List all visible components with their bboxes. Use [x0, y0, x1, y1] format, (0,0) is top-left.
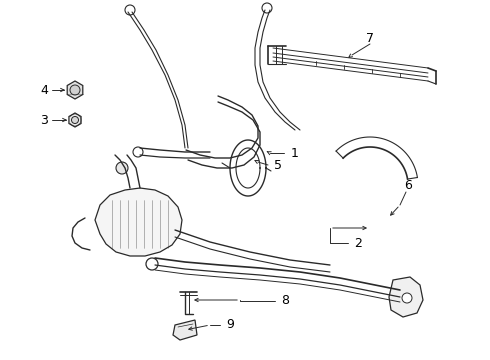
Polygon shape — [67, 81, 83, 99]
Polygon shape — [173, 320, 197, 340]
Text: 2: 2 — [354, 237, 362, 249]
Text: 3: 3 — [40, 113, 48, 126]
Circle shape — [125, 5, 135, 15]
Circle shape — [116, 162, 128, 174]
Circle shape — [402, 293, 412, 303]
Text: 4: 4 — [40, 84, 48, 96]
Circle shape — [72, 117, 78, 123]
Polygon shape — [69, 113, 81, 127]
Circle shape — [133, 147, 143, 157]
Text: 7: 7 — [366, 32, 374, 45]
Circle shape — [119, 224, 131, 236]
Text: 1: 1 — [291, 147, 299, 159]
Text: 8: 8 — [281, 294, 289, 307]
Circle shape — [147, 207, 163, 223]
Polygon shape — [389, 277, 423, 317]
Circle shape — [262, 3, 272, 13]
Polygon shape — [95, 188, 182, 256]
Text: 6: 6 — [404, 179, 412, 192]
Circle shape — [70, 85, 80, 95]
Text: 9: 9 — [226, 319, 234, 332]
Circle shape — [146, 258, 158, 270]
Text: 5: 5 — [274, 158, 282, 171]
